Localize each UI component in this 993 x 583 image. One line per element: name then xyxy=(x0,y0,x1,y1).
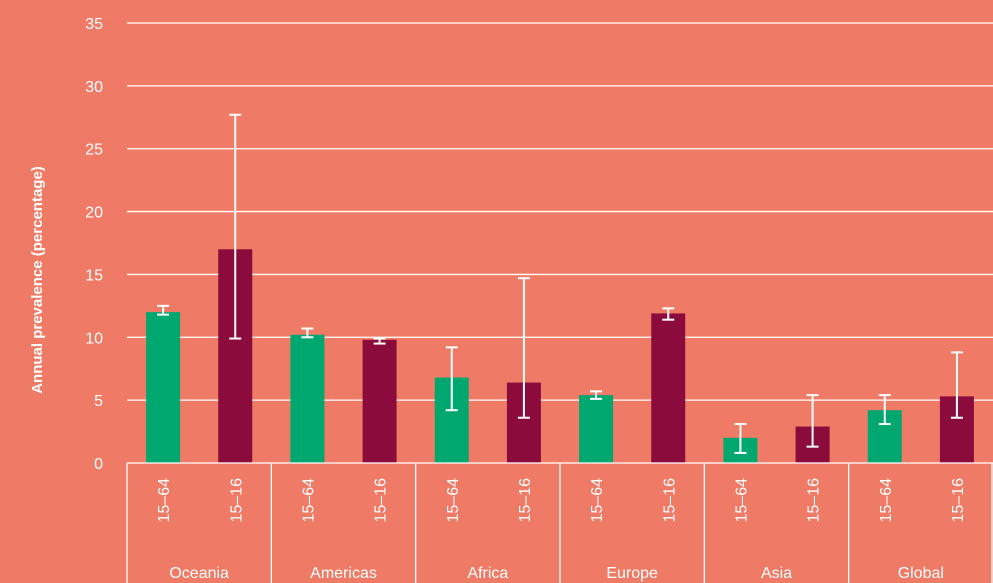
error-bar xyxy=(662,307,675,321)
error-bar xyxy=(157,304,170,316)
region-label: Global xyxy=(898,565,944,582)
category-label: 15–16 xyxy=(373,478,390,523)
y-tick-label: 30 xyxy=(85,79,103,96)
region-label: Americas xyxy=(310,565,377,582)
category-label: 15–16 xyxy=(806,478,823,523)
error-bar xyxy=(806,394,819,448)
region-label: Africa xyxy=(467,565,508,582)
y-tick-label: 10 xyxy=(85,330,103,347)
y-tick-label: 15 xyxy=(85,267,103,284)
category-label: 15–16 xyxy=(517,478,534,523)
category-label: 15–64 xyxy=(156,478,173,523)
category-label: 15–64 xyxy=(878,478,895,523)
y-tick-label: 0 xyxy=(94,456,103,473)
error-bar xyxy=(950,351,963,419)
error-bar xyxy=(590,390,603,400)
y-axis-ticks: 0 5 10 15 20 25 30 35 xyxy=(85,16,103,473)
gridlines xyxy=(127,22,993,401)
category-label: 15–16 xyxy=(950,478,967,523)
category-label: 15–64 xyxy=(300,478,317,523)
y-tick-label: 35 xyxy=(85,16,103,33)
bar-europe-adult xyxy=(579,395,614,463)
y-tick-label: 20 xyxy=(85,205,103,222)
region-label: Asia xyxy=(761,565,792,582)
error-bar xyxy=(734,423,747,454)
category-label: 15–64 xyxy=(589,478,606,523)
region-label: Oceania xyxy=(169,565,229,582)
y-tick-label: 5 xyxy=(94,393,103,410)
x-axis: 15–64 15–16 Oceania 15–64 15–16 Americas 15–64… xyxy=(126,462,993,583)
y-tick-label: 25 xyxy=(85,142,103,159)
error-bar xyxy=(517,277,530,419)
error-bar xyxy=(445,346,458,412)
error-bar xyxy=(301,327,314,339)
error-bar xyxy=(229,113,242,340)
category-label: 15–16 xyxy=(661,478,678,523)
error-bar xyxy=(373,337,386,345)
category-label: 15–64 xyxy=(733,478,750,523)
category-label: 15–16 xyxy=(228,478,245,523)
bar-americas-adult xyxy=(290,334,325,463)
bar-oceania-adult xyxy=(146,312,181,463)
category-label: 15–64 xyxy=(445,478,462,523)
bars xyxy=(146,113,974,463)
error-bar xyxy=(878,394,891,426)
bar-europe-youth xyxy=(651,313,686,463)
region-label: Europe xyxy=(606,565,658,582)
bar-americas-youth xyxy=(362,339,397,463)
y-axis-label: Annual prevalence (percentage) xyxy=(29,166,46,394)
